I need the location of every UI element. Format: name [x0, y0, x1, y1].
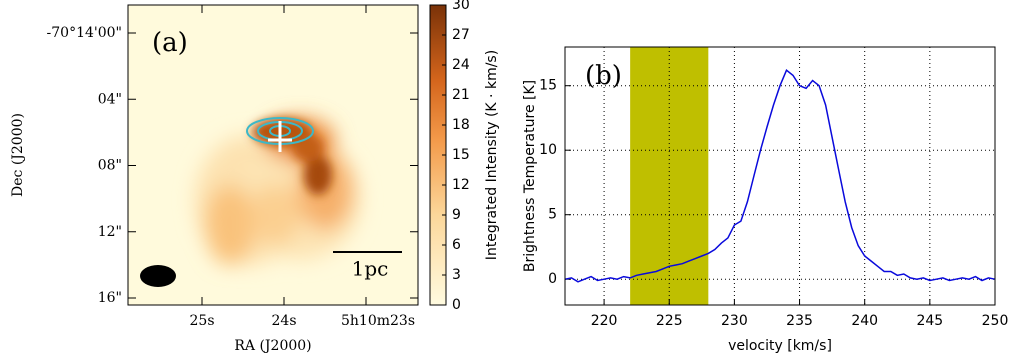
- y-tick-label: 04": [98, 91, 122, 107]
- y-tick-label: -70°14'00": [47, 25, 122, 41]
- x-tick-label: 230: [721, 313, 748, 329]
- colorbar-tick-label: 27: [452, 27, 470, 43]
- x-tick-label: 25s: [190, 313, 215, 329]
- colorbar-tick-label: 21: [452, 87, 470, 103]
- x-tick-label: 240: [851, 313, 878, 329]
- colorbar-tick-label: 15: [452, 147, 470, 163]
- colorbar-tick-label: 6: [452, 237, 461, 253]
- colorbar-tick-label: 18: [452, 117, 470, 133]
- y-tick-label: 08": [98, 158, 122, 174]
- figure: (a) 1pc RA (J2000) Dec (J2000) Integrate…: [0, 0, 1015, 362]
- colorbar-tick-label: 9: [452, 207, 461, 223]
- x-tick-label: 220: [591, 313, 618, 329]
- scalebar-label: 1pc: [352, 257, 389, 281]
- colorbar-tick-label: 3: [452, 267, 461, 283]
- y-axis-label: Dec (J2000): [10, 113, 26, 197]
- x-axis-label: velocity [km/s]: [728, 338, 832, 354]
- colorbar-tick-label: 0: [452, 297, 461, 313]
- x-tick-label: 24s: [272, 313, 297, 329]
- x-axis-label: RA (J2000): [234, 338, 311, 354]
- colorbar-tick-label: 24: [452, 57, 470, 73]
- x-tick-label: 235: [786, 313, 813, 329]
- colorbar-label: Integrated Intensity (K · km/s): [484, 50, 500, 260]
- colorbar-tick-label: 30: [452, 0, 470, 13]
- x-tick-label: 225: [656, 313, 683, 329]
- y-tick-label: 0: [548, 271, 557, 287]
- y-tick-label: 12": [98, 224, 122, 240]
- y-tick-label: 10: [539, 142, 557, 158]
- y-tick-label: 15: [539, 78, 557, 94]
- colorbar-tick-label: 12: [452, 177, 470, 193]
- x-tick-label: 5h10m23s: [341, 313, 415, 329]
- panel-label: (b): [585, 61, 622, 91]
- y-axis-label: Brightness Temperature [K]: [522, 80, 538, 272]
- panel-label: (a): [152, 28, 188, 58]
- x-tick-label: 250: [982, 313, 1009, 329]
- y-tick-label: 5: [548, 207, 557, 223]
- y-tick-label: 16": [98, 290, 122, 306]
- x-tick-label: 245: [916, 313, 943, 329]
